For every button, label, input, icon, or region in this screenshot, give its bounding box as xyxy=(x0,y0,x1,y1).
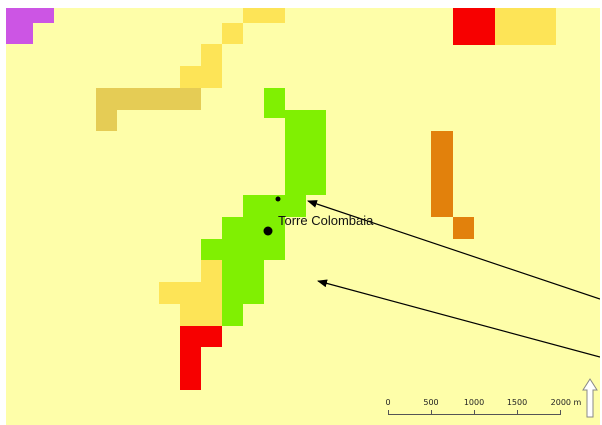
yellow-zone xyxy=(243,8,285,23)
map-layer xyxy=(6,8,600,390)
scale-tick xyxy=(560,410,561,415)
scale-bar: 0 500 1000 1500 2000 m xyxy=(385,398,581,425)
red-zone xyxy=(453,8,495,45)
scale-tick xyxy=(474,410,475,415)
scale-tick-label: 500 xyxy=(423,398,439,407)
scale-tick xyxy=(431,410,432,415)
north-arrow-icon xyxy=(582,378,598,418)
annotation-arrow xyxy=(307,200,600,300)
place-label: Torre Colombaia xyxy=(278,213,374,228)
scale-tick-label: 0 xyxy=(385,398,391,407)
orange-zone xyxy=(431,131,453,217)
magenta-zone xyxy=(6,8,54,44)
scale-tick-label: 2000 m xyxy=(550,398,582,407)
scale-tick xyxy=(388,410,389,415)
orange-zone xyxy=(453,217,474,239)
point-marker xyxy=(263,226,273,236)
map-canvas[interactable]: Torre Colombaia 0 500 1000 1500 2000 m xyxy=(6,8,600,425)
scale-tick-label: 1500 xyxy=(506,398,528,407)
yellow-zone xyxy=(222,23,243,44)
green-zone xyxy=(201,88,326,326)
point-marker-small xyxy=(275,196,281,202)
scale-tick-label: 1000 xyxy=(463,398,485,407)
yellow-zone xyxy=(159,260,222,326)
red-zone xyxy=(180,326,222,390)
annotation-arrow xyxy=(317,279,600,358)
olive-zone xyxy=(96,88,201,131)
yellow-zone xyxy=(495,8,556,45)
scale-tick xyxy=(517,410,518,415)
yellow-zone xyxy=(180,44,222,88)
